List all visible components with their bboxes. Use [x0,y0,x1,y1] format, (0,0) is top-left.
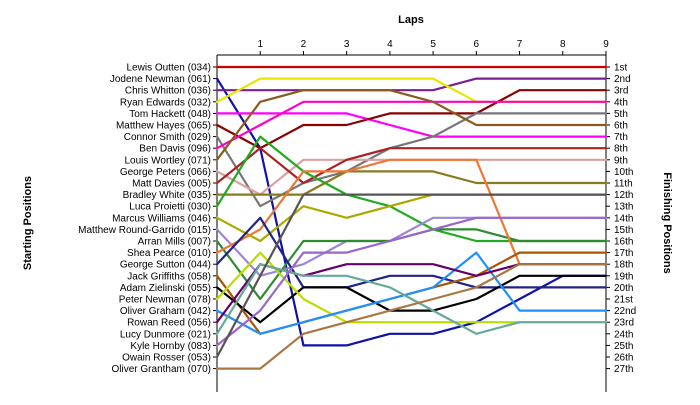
finishing-position-label: 10th [614,167,633,178]
finishing-position-label: 15th [614,225,633,236]
series-line-20 [215,274,608,324]
finishing-position-label: 17th [614,248,633,259]
driver-name-label: Matthew Hayes (065) [116,121,211,132]
finishing-position-label: 24th [614,329,633,340]
x-tick-label: 6 [474,39,480,50]
right-axis-title: Finishing Positions [661,172,673,273]
finishing-position-label: 26th [614,353,633,364]
finishing-position-label: 6th [614,121,628,132]
x-tick-label: 9 [603,39,609,50]
driver-name-label: Matthew Round-Garrido (015) [78,225,211,236]
finishing-position-label: 4th [614,97,628,108]
driver-name-label: Luca Proietti (030) [129,202,211,213]
finishing-position-label: 5th [614,109,628,120]
finishing-position-label: 9th [614,155,628,166]
finishing-position-label: 14th [614,213,633,224]
series-line-25 [215,216,608,347]
finishing-position-label: 19th [614,271,633,282]
finishing-position-label: 7th [614,132,628,143]
driver-name-label: Matt Davies (005) [132,179,211,190]
series-line-12 [215,170,608,196]
series-line-11 [215,147,608,185]
finishing-position-label: 20th [614,283,633,294]
left-axis-title: Starting Positions [22,176,34,270]
finishing-position-label: 16th [614,237,633,248]
driver-name-label: George Sutton (044) [120,260,211,271]
driver-name-label: Tom Hackett (048) [129,109,211,120]
driver-name-label: Jack Griffiths (058) [127,271,211,282]
driver-name-label: Rowan Reed (056) [127,318,211,329]
x-tick-label: 3 [344,39,350,50]
x-tick-label: 1 [257,39,263,50]
driver-name-label: Connor Smith (029) [124,132,211,143]
finishing-position-label: 25th [614,341,633,352]
x-tick-label: 8 [560,39,566,50]
series-line-24 [215,263,608,335]
x-tick-label: 4 [387,39,393,50]
driver-name-label: Marcus Williams (046) [112,213,211,224]
driver-name-label: George Peters (066) [120,167,211,178]
series-lines [215,65,608,370]
driver-name-label: Adam Zielinski (055) [120,283,211,294]
driver-name-label: Oliver Grantham (070) [112,364,211,375]
finishing-position-label: 12th [614,190,633,201]
series-line-8 [215,100,608,150]
driver-name-label: Louis Wortley (071) [124,155,211,166]
driver-name-label: Lucy Dunmore (021) [120,329,211,340]
series-line-10 [215,158,608,196]
series-line-18 [215,216,608,289]
finishing-position-label: 8th [614,144,628,155]
finishing-position-label: 2nd [614,74,631,85]
series-line-3 [215,77,608,92]
finishing-position-label: 22nd [614,306,636,317]
series-line-9 [215,89,608,161]
driver-name-label: Shea Pearce (010) [127,248,211,259]
driver-name-label: Bradley White (035) [123,190,211,201]
finishing-position-label: 27th [614,364,633,375]
finishing-position-label: 21st [614,295,633,306]
finishing-position-label: 1st [614,63,628,74]
finishing-position-label: 23rd [614,318,634,329]
driver-name-label: Ryan Edwards (032) [120,97,211,108]
driver-name-label: Kyle Hornby (083) [130,341,211,352]
driver-name-label: Chris Whitton (036) [125,86,211,97]
finishing-position-label: 11th [614,179,633,190]
x-tick-label: 7 [517,39,523,50]
series-line-6 [215,89,608,150]
finishing-position-label: 13th [614,202,633,213]
series-line-13 [215,135,608,243]
series-line-27 [215,263,608,370]
driver-name-label: Oliver Graham (042) [120,306,211,317]
driver-name-label: Owain Rosser (053) [122,353,211,364]
driver-name-label: Jodene Newman (061) [110,74,211,85]
finishing-position-label: 3rd [614,86,628,97]
x-tick-label: 2 [301,39,307,50]
x-tick-label: 5 [430,39,436,50]
driver-name-label: Peter Newman (078) [119,295,211,306]
driver-name-label: Ben Davis (096) [139,144,211,155]
series-line-26 [215,193,608,359]
x-axis-title: Laps [398,14,424,26]
driver-name-label: Lewis Outten (034) [127,63,212,74]
driver-name-label: Arran Mills (007) [138,237,211,248]
series-line-22 [215,251,608,335]
finishing-position-label: 18th [614,260,633,271]
